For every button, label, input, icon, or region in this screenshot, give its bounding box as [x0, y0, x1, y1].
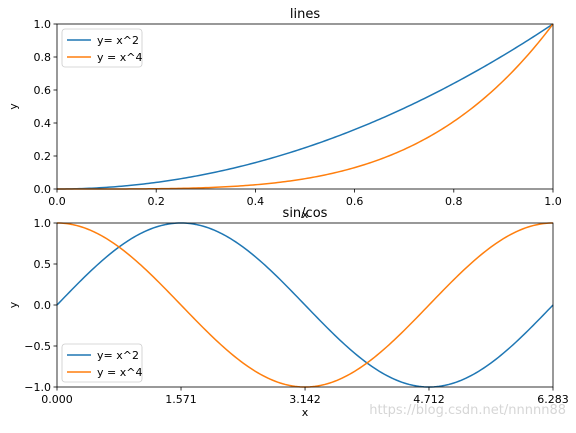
x-axis-label: x — [302, 406, 309, 419]
y-tick-label: 0.2 — [34, 150, 52, 163]
plot-1: 0.0 0.2 0.4 0.6 0.8 1.0 0.0 0.2 0.4 0.6 0.8 1.0 line… — [7, 7, 562, 221]
legend: y= x^2 y = x^4 — [61, 343, 142, 383]
y-tick-label: −1.0 — [24, 381, 51, 394]
series-line-1 — [57, 23, 554, 190]
y-tick-label: 1.0 — [34, 217, 52, 230]
x-tick-label: 3.142 — [289, 393, 321, 406]
y-tick-label: 0.6 — [34, 84, 52, 97]
legend-label: y= x^2 — [97, 349, 139, 362]
legend: y= x^2 y = x^4 — [61, 28, 142, 68]
x-tick-label: 0.0 — [48, 195, 66, 208]
y-tick-label: 1.0 — [34, 18, 52, 31]
watermark-text: https://blog.csdn.net/nnnnn88 — [369, 403, 566, 418]
legend-label: y = x^4 — [97, 51, 142, 64]
legend-label: y= x^2 — [97, 34, 139, 47]
x-tick-label: 0.2 — [147, 195, 165, 208]
plot-2: 0.000 1.571 3.142 4.712 6.283 −1.0 −0.5 0.0 0.5 1… — [7, 206, 569, 419]
axes-frame — [56, 23, 554, 190]
y-tick-label: 0.0 — [34, 183, 52, 196]
x-tick-label: 4.712 — [413, 393, 445, 406]
x-tick-label: 6.283 — [537, 393, 569, 406]
y-tick-label: 0.4 — [34, 117, 52, 130]
x-tick-label: 1.571 — [165, 393, 197, 406]
y-tick-label: 0.8 — [34, 51, 52, 64]
legend-label: y = x^4 — [97, 366, 142, 379]
x-tick-label: 0.000 — [41, 393, 73, 406]
y-tick-label: 0.5 — [34, 258, 52, 271]
x-tick-label: 1.0 — [544, 195, 562, 208]
y-axis-label: y — [7, 301, 20, 308]
chart-title: lines — [290, 7, 320, 22]
y-tick-label: −0.5 — [24, 340, 51, 353]
series-line-1 — [56, 222, 554, 388]
y-tick-label: 0.0 — [34, 299, 52, 312]
x-tick-label: 0.6 — [346, 195, 364, 208]
y-axis-label: y — [7, 103, 20, 110]
chart-title: sin/cos — [283, 206, 328, 221]
x-axis-label: x — [302, 208, 309, 221]
x-tick-label: 0.8 — [445, 195, 463, 208]
x-tick-label: 0.4 — [247, 195, 265, 208]
